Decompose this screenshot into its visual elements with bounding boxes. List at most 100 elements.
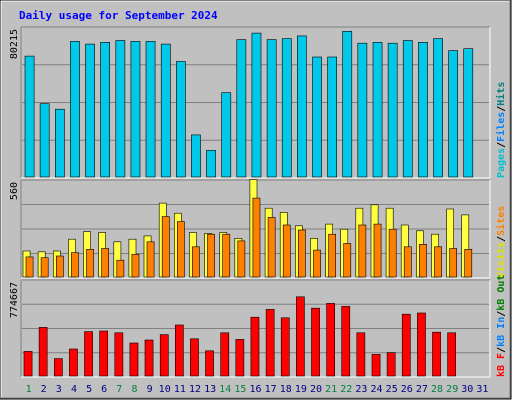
bar-sites-day-28 [434,246,442,278]
bar-pages-day-14 [221,92,232,178]
bar-sites-day-30 [464,249,473,278]
x-tick-day-7: 7 [116,384,122,395]
bar-sites-day-2 [40,257,49,278]
bar-pages-day-13 [206,150,216,178]
x-tick-day-27: 27 [416,384,428,395]
x-tick-day-21: 21 [325,384,337,395]
bar-sites-day-21 [328,233,337,278]
y-max-label: 560 [9,182,20,200]
bar-kb-f-day-17 [265,309,275,377]
panels-layer: 80215Pages/Files/Hits560Visits/Sites7746… [9,26,507,378]
x-tick-day-15: 15 [234,384,246,395]
panel-visits-sites: 560 Visits/Sites [9,179,507,279]
x-tick-day-19: 19 [295,384,307,395]
bar-sites-day-22 [343,243,352,278]
bar-kb-f-day-27 [417,312,426,377]
bar-kb-f-day-2 [38,327,48,377]
x-tick-day-26: 26 [401,384,413,395]
legend-pages-files-hits: Pages/Files/Hits [495,82,507,178]
bar-kb-f-day-6 [99,330,108,377]
bar-sites-day-9 [146,241,155,278]
legend-visits-sites: Visits/Sites [495,206,507,278]
bar-kb-f-day-12 [190,338,199,377]
x-tick-day-30: 30 [461,384,473,395]
x-tick-day-8: 8 [131,384,137,395]
bar-pages-day-5 [85,43,95,178]
x-tick-day-13: 13 [204,384,216,395]
bar-sites-day-4 [71,252,79,278]
bar-kb-f-day-21 [326,303,336,377]
bar-pages-day-23 [357,42,368,178]
x-tick-day-18: 18 [280,384,292,395]
bar-pages-day-28 [433,38,443,178]
bar-sites-day-5 [86,249,94,278]
bar-sites-day-13 [207,233,215,278]
bar-pages-day-19 [296,35,307,178]
legend-entry: / [496,347,507,353]
bar-kb-f-day-28 [432,331,441,377]
bar-pages-day-29 [448,50,459,178]
bar-sites-day-8 [131,254,140,278]
legend-entry: / [496,236,507,242]
x-tick-day-23: 23 [355,384,367,395]
bar-pages-day-10 [160,43,171,178]
bar-kb-f-day-15 [235,339,245,377]
bar-kb-f-day-3 [53,358,63,377]
bar-kb-f-day-4 [69,348,78,377]
bar-pages-day-22 [342,30,353,178]
bar-sites-day-17 [267,217,276,278]
bar-kb-f-day-25 [386,352,396,377]
bar-pages-day-17 [266,39,277,178]
bar-pages-day-20 [312,56,322,178]
x-tick-day-3: 3 [56,384,62,395]
legend-entry: Visits [495,242,507,278]
bar-sites-day-16 [252,197,261,278]
bar-kb-f-day-18 [280,317,290,377]
bar-kb-f-day-14 [220,332,230,377]
x-tick-day-1: 1 [26,384,32,395]
x-tick-day-11: 11 [174,384,186,395]
y-max-label: 774667 [9,282,20,318]
bar-kb-f-day-19 [295,296,305,377]
x-tick-day-16: 16 [249,384,261,395]
bar-sites-day-6 [101,248,109,278]
y-max-label: 80215 [9,29,20,59]
bar-sites-day-25 [388,228,397,278]
legend-entry: / [496,311,507,317]
x-tick-day-20: 20 [310,384,322,395]
bar-kb-f-day-29 [447,332,457,377]
x-tick-day-17: 17 [265,384,277,395]
legend-entry: / [496,142,507,148]
bar-sites-day-19 [297,229,306,278]
bar-pages-day-21 [327,56,338,178]
legend-entry: Sites [495,206,507,236]
bar-pages-day-1 [24,55,35,178]
bar-sites-day-14 [222,233,231,278]
legend-entry: Hits [495,82,507,106]
x-tick-day-25: 25 [386,384,398,395]
bar-sites-day-1 [25,256,34,278]
bar-pages-day-25 [387,42,398,178]
bar-sites-day-12 [192,246,200,278]
bar-kb-f-day-20 [311,307,320,377]
bar-kb-f-day-11 [175,324,184,377]
bar-kb-f-day-16 [250,316,260,377]
bar-kb-f-day-9 [144,339,154,377]
bar-kb-f-day-24 [371,354,381,377]
bar-sites-day-23 [358,224,367,278]
bar-pages-day-26 [402,40,413,178]
x-tick-day-9: 9 [147,384,153,395]
x-tick-day-5: 5 [86,384,92,395]
bar-kb-f-day-23 [356,332,366,377]
x-tick-day-2: 2 [41,384,47,395]
bar-pages-day-7 [115,40,126,178]
bar-kb-f-day-13 [205,350,214,377]
legend-entry: kB F [496,353,507,377]
bar-pages-day-18 [281,38,292,178]
bar-sites-day-29 [449,248,458,278]
bar-pages-day-9 [145,41,156,178]
bar-pages-day-4 [70,41,80,178]
bar-pages-day-2 [39,103,50,178]
